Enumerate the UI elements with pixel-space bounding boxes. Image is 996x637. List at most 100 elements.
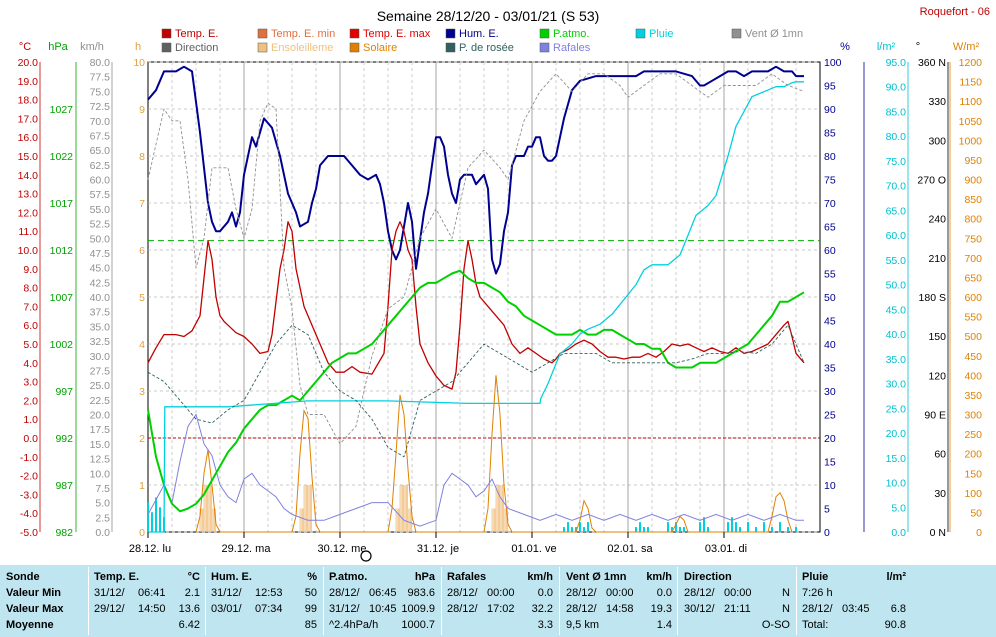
solar-tick-label: 450 <box>964 351 982 363</box>
solar-tick-label: 50 <box>970 507 982 519</box>
press-min-date: 28/12/ <box>329 587 360 599</box>
chart-background <box>0 0 996 565</box>
temp-tick-label: 16.0 <box>18 132 39 144</box>
wind-tick-label: 22.5 <box>90 395 111 407</box>
gust-min-val: 0.0 <box>537 587 553 599</box>
solar-tick-label: 300 <box>964 410 982 422</box>
dir-tick-label: 30 <box>934 488 946 500</box>
rain-bar <box>787 527 789 532</box>
rain-bar <box>735 522 737 532</box>
gust-min-time: 00:00 <box>487 587 515 599</box>
hum-tick-label: 100 <box>824 57 842 69</box>
solar-tick-label: 600 <box>964 292 982 304</box>
temp-tick-label: 13.0 <box>18 189 39 201</box>
dir-max-date: 30/12/ <box>684 603 715 615</box>
hum-tick-label: 45 <box>824 316 836 328</box>
temp-tick-label: 1.0 <box>23 414 38 426</box>
solar-tick-label: 1100 <box>959 96 982 108</box>
temp-tick-label: 8.0 <box>23 283 38 295</box>
wind-tick-label: 5.0 <box>95 498 110 510</box>
axis-unit-sun: h <box>135 41 141 53</box>
hum-tick-label: 60 <box>824 245 836 257</box>
wind-tick-label: 70.0 <box>90 116 111 128</box>
axis-unit-wind: km/h <box>80 41 104 53</box>
solar-tick-label: 900 <box>964 175 982 187</box>
wind-tick-label: 75.0 <box>90 86 111 98</box>
press-min-time: 06:45 <box>369 587 397 599</box>
press-title: P.atmo. <box>329 571 368 583</box>
axis-unit-rain: l/m² <box>877 41 896 53</box>
x-tick-label: 29.12. ma <box>222 543 272 555</box>
dir-min-date: 28/12/ <box>684 587 715 599</box>
summary-rain: Pluie l/m² 7:26 h 28/12/03:45 6.8 Total: 90… <box>802 565 906 637</box>
wind-tick-label: 60.0 <box>90 175 111 187</box>
sun-tick-label: 0 <box>139 527 145 539</box>
rain-bar <box>563 527 565 532</box>
hum-title: Hum. E. <box>211 571 252 583</box>
temp-tick-label: 19.0 <box>18 76 39 88</box>
temp-tick-label: -1.0 <box>20 452 38 464</box>
hum-tick-label: 85 <box>824 128 836 140</box>
press-min-val: 983.6 <box>407 587 435 599</box>
rain-bar <box>707 527 709 532</box>
rain-bar <box>703 517 705 532</box>
sun-tick-label: 1 <box>139 480 145 492</box>
rain-bar <box>587 522 589 532</box>
temp-tick-label: 6.0 <box>23 320 38 332</box>
station-label: Roquefort - 06 <box>920 6 990 18</box>
rain-tick-label: 50.0 <box>886 280 907 292</box>
axis-units: °C hPa km/h h% l/m² ° W/m² <box>19 41 980 53</box>
sonde-title: Sonde <box>6 571 40 583</box>
legend-swatch <box>161 28 172 39</box>
wind-tick-label: 15.0 <box>90 439 111 451</box>
solar-tick-label: 950 <box>964 155 982 167</box>
hum-max-date: 03/01/ <box>211 603 242 615</box>
line-layer <box>147 65 805 533</box>
weather-chart: Semaine 28/12/20 - 03/01/21 (S 53) Roque… <box>0 0 996 565</box>
sun-tick-label: 7 <box>139 198 145 210</box>
wind-tick-label: 72.5 <box>90 101 111 113</box>
separator <box>796 567 797 635</box>
press-unit: hPa <box>414 571 435 583</box>
sun-tick-label: 3 <box>139 386 145 398</box>
dir-tick-label: 0 N <box>930 527 946 539</box>
rain-tick-label: 25.0 <box>886 403 907 415</box>
wind-tick-label: 35.0 <box>90 321 111 333</box>
separator <box>559 567 560 635</box>
dir-tick-label: 300 <box>928 135 946 147</box>
solar-tick-label: 1000 <box>959 135 983 147</box>
temp-tick-label: 5.0 <box>23 339 38 351</box>
pressure-tick-label: 992 <box>55 433 73 445</box>
wind-tick-label: 57.5 <box>90 189 111 201</box>
rain-bar <box>647 527 649 532</box>
wind-max-date: 28/12/ <box>566 603 597 615</box>
rain-tick-label: 80.0 <box>886 131 907 143</box>
axis-unit-solar: W/m² <box>953 41 980 53</box>
axis-unit-temp: °C <box>19 41 31 53</box>
summary-press: P.atmo. hPa 28/12/06:45 983.6 31/12/10:45 1… <box>329 565 435 637</box>
legend-label: Vent Ø 1mn <box>745 28 803 40</box>
x-tick-label: 03.01. di <box>705 543 747 555</box>
legend-swatch <box>161 42 172 53</box>
press-trend: ^2.4hPa/h <box>329 619 379 631</box>
temp-max-time: 14:50 <box>138 603 166 615</box>
gust-max-time: 17:02 <box>487 603 515 615</box>
dewpoint-series <box>147 324 805 458</box>
gust-series <box>147 413 804 527</box>
wind-tick-label: 7.5 <box>95 483 110 495</box>
rain-total-val: 90.8 <box>884 619 906 631</box>
hum-unit: % <box>307 571 317 583</box>
wind-tick-label: 45.0 <box>90 263 111 275</box>
hum-tick-label: 30 <box>824 386 836 398</box>
wind-tick-label: 17.5 <box>90 424 111 436</box>
press-max-time: 10:45 <box>369 603 397 615</box>
temp-tick-label: 9.0 <box>23 264 38 276</box>
temp-tick-label: 3.0 <box>23 377 38 389</box>
hum-max-time: 07:34 <box>255 603 283 615</box>
temp-min-date: 31/12/ <box>94 587 125 599</box>
gust-min-date: 28/12/ <box>447 587 478 599</box>
rain-bar <box>675 522 677 532</box>
temp-tick-label: 17.0 <box>18 113 39 125</box>
x-tick-label: 01.01. ve <box>511 543 556 555</box>
solar-tick-label: 350 <box>964 390 982 402</box>
